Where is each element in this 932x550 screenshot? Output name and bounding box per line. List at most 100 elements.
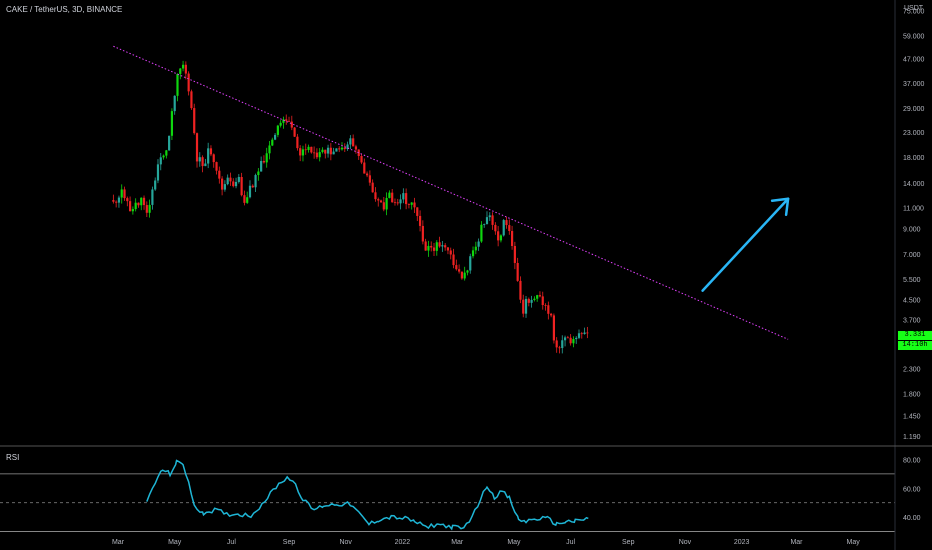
candle-body: [335, 148, 338, 152]
candle-body: [282, 119, 285, 123]
candle-body: [168, 135, 171, 151]
candle-body: [229, 177, 232, 182]
candle-body: [165, 150, 168, 156]
candle-body: [505, 220, 508, 226]
candle-body: [368, 175, 371, 183]
candle-body: [310, 146, 313, 153]
candle-body: [421, 225, 424, 242]
rsi-tick-label: 60.00: [903, 486, 921, 493]
candle-body: [424, 241, 427, 251]
candle-body: [204, 163, 207, 167]
candle-body: [251, 185, 254, 188]
candle-body: [246, 197, 249, 203]
candle-body: [363, 162, 366, 174]
candle-body: [550, 313, 553, 316]
time-tick-label: Jul: [227, 539, 236, 546]
arrow-head: [770, 197, 790, 216]
time-tick-label: 2022: [395, 539, 411, 546]
candle-body: [379, 200, 383, 203]
candle-body: [519, 280, 522, 300]
candle-body: [296, 136, 299, 149]
candle-body: [455, 265, 458, 270]
candle-body: [510, 231, 514, 247]
candle-body: [483, 224, 486, 225]
candle-body: [463, 272, 466, 279]
candle-body: [307, 146, 310, 150]
candle-body: [396, 202, 399, 204]
candle-body: [315, 152, 319, 158]
candle-body: [365, 173, 369, 176]
price-tick-label: 75.000: [903, 9, 925, 16]
candle-body: [516, 262, 519, 281]
candle-body: [480, 224, 483, 242]
candle-body: [313, 152, 316, 154]
candle-body: [407, 204, 411, 205]
candle-body: [460, 271, 463, 279]
candle-body: [148, 204, 151, 213]
candle-body: [580, 333, 583, 335]
candle-body: [471, 250, 475, 257]
arrow-shaft: [701, 197, 790, 292]
time-axis: Mar May Jul Sep Nov 2022 Mar May Jul Sep Nov 2023 Ma…: [112, 539, 860, 546]
price-tick-label: 1.190: [903, 434, 921, 441]
price-tick-label: 1.800: [903, 391, 921, 398]
candle-body: [524, 298, 528, 314]
candle-body: [360, 155, 363, 163]
candle-body: [572, 339, 575, 344]
candle-body: [522, 299, 525, 314]
countdown-badge: 14:10h: [898, 341, 932, 350]
candle-body: [131, 209, 134, 212]
candle-body: [248, 185, 252, 198]
candle-body: [530, 299, 533, 303]
candle-body: [441, 245, 444, 247]
candle-body: [541, 296, 544, 306]
candle-body: [209, 148, 213, 155]
candle-body: [221, 178, 224, 190]
candle-body: [128, 201, 132, 212]
candle-body: [388, 192, 391, 198]
candle-body: [326, 147, 330, 154]
candle-body: [156, 164, 160, 181]
candle-body: [393, 202, 397, 204]
candle-body: [449, 250, 452, 255]
candle-body: [382, 202, 385, 210]
candle-body: [343, 147, 346, 150]
candle-body: [293, 127, 296, 137]
candle-body: [232, 181, 235, 187]
candle-body: [561, 340, 564, 349]
chart-title: CAKE / TetherUS, 3D, BINANCE: [6, 5, 123, 14]
candle-body: [563, 337, 567, 341]
candle-body: [458, 269, 461, 272]
candle-body: [329, 147, 332, 155]
candle-body: [262, 161, 266, 163]
price-tick-label: 11.000: [903, 206, 924, 213]
candle-body: [193, 108, 196, 134]
candlestick-series: [112, 60, 589, 354]
candle-body: [427, 245, 430, 251]
candle-body: [324, 149, 327, 154]
candle-body: [391, 192, 394, 203]
candle-body: [254, 175, 257, 188]
candle-body: [226, 177, 229, 185]
candle-body: [159, 157, 162, 165]
candle-body: [290, 121, 293, 128]
candle-body: [112, 200, 115, 202]
candle-body: [349, 138, 352, 145]
candle-body: [187, 73, 190, 92]
candle-body: [265, 153, 268, 163]
candle-body: [318, 152, 321, 158]
candle-body: [377, 199, 380, 201]
candle-body: [117, 197, 121, 203]
time-tick-label: 2023: [734, 539, 750, 546]
candle-body: [444, 245, 447, 248]
candle-body: [558, 347, 561, 349]
candle-body: [176, 73, 179, 96]
candle-body: [145, 205, 148, 213]
candle-body: [354, 146, 358, 150]
candle-body: [508, 225, 511, 232]
resistance-trendline: [113, 45, 789, 340]
candle-body: [207, 148, 210, 164]
price-tick-label: 29.000: [903, 106, 925, 113]
candle-body: [352, 138, 355, 147]
